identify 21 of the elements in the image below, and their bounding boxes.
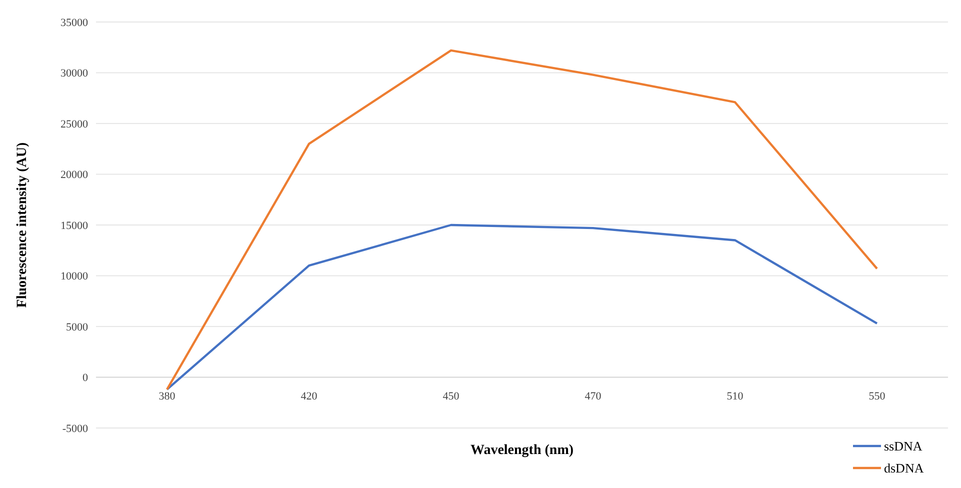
legend-label: dsDNA <box>884 460 924 476</box>
y-tick-label: 0 <box>82 372 88 384</box>
y-tick-label: 25000 <box>60 118 88 130</box>
x-tick-label: 450 <box>442 390 460 402</box>
y-tick-label: 15000 <box>60 220 88 232</box>
y-tick-label: -5000 <box>62 422 88 435</box>
y-axis-title: Fluorescence intensity (AU) <box>15 142 30 308</box>
x-tick-label: 380 <box>158 390 176 402</box>
legend-label: ssDNA <box>884 438 923 454</box>
x-axis-title: Wavelength (nm) <box>470 443 574 458</box>
y-tick-label: 10000 <box>60 270 88 283</box>
y-tick-label: 5000 <box>66 321 88 334</box>
y-tick-label: 20000 <box>60 169 88 182</box>
x-tick-label: 420 <box>300 390 318 402</box>
y-tick-label: 35000 <box>60 16 88 29</box>
y-tick-label: 30000 <box>60 68 88 80</box>
x-tick-label: 550 <box>868 390 886 402</box>
x-tick-label: 510 <box>726 390 744 402</box>
line-series <box>166 49 878 391</box>
line-series <box>166 224 878 391</box>
x-tick-label: 470 <box>584 390 602 402</box>
